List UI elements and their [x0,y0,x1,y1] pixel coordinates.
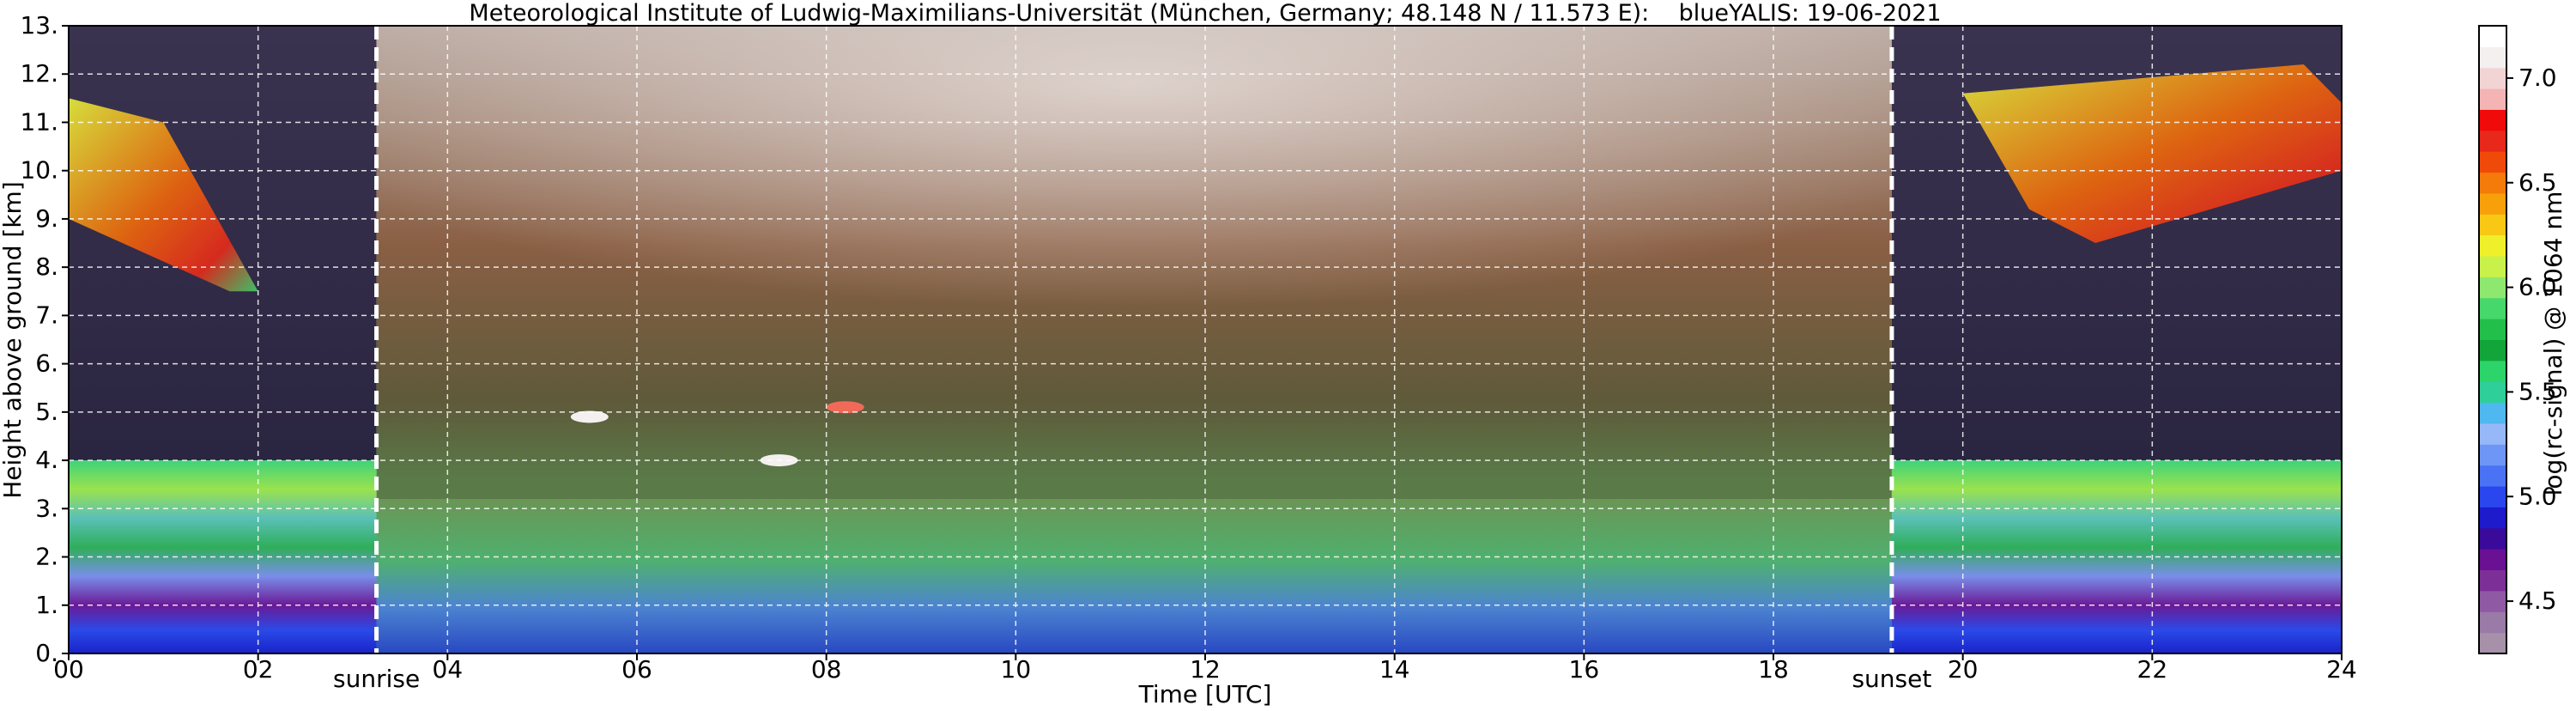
x-tick-label: 06 [621,655,652,684]
colorbar-segment [2479,88,2506,110]
x-tick-label: 14 [1379,655,1410,684]
colorbar-segment [2479,214,2506,236]
colorbar-tick-label: 4.5 [2518,586,2557,615]
colorbar-segment [2479,339,2506,362]
y-tick-label: 4. [35,446,58,474]
colorbar-segment [2479,569,2506,592]
x-tick-label: 16 [1569,655,1600,684]
colorbar-segment [2479,549,2506,571]
colorbar-segment [2479,422,2506,445]
colorbar-segment [2479,486,2506,507]
x-tick-label: 24 [2326,655,2357,684]
y-tick-label: 12. [20,59,58,88]
sun-markers: sunrise sunset [333,26,1931,693]
y-tick-label: 9. [35,204,58,233]
colorbar-segment [2479,402,2506,424]
low-cloud [570,410,609,423]
colorbar-segment [2479,130,2506,152]
colorbar-frame [2478,25,2507,654]
x-tick-label: 00 [53,655,84,684]
colorbar-segment [2479,381,2506,404]
x-axis-label: Time [UTC] [1138,680,1272,708]
x-axis-ticks: 00 02 04 06 08 10 12 14 16 18 20 22 24 [53,653,2357,684]
x-tick-label: 04 [433,655,464,684]
sunset-label: sunset [1852,665,1931,693]
colorbar-segment [2479,527,2506,550]
low-cloud [826,401,864,414]
y-tick-label: 13. [20,11,58,40]
colorbar-segment [2479,611,2506,634]
grid-lines [69,26,2342,653]
colorbar-segment [2479,172,2506,194]
x-tick-label: 10 [1001,655,1032,684]
colorbar-segment [2479,360,2506,382]
y-tick-label: 6. [35,349,58,378]
colorbar-segment [2479,26,2506,47]
chart-title: Meteorological Institute of Ludwig-Maxim… [469,0,1941,27]
x-tick-label: 18 [1758,655,1789,684]
colorbar-segment [2479,319,2506,340]
y-tick-label: 3. [35,494,58,522]
colorbar-segment [2479,507,2506,529]
colorbar-segment [2479,590,2506,612]
y-tick-label: 2. [35,543,58,571]
y-tick-label: 8. [35,252,58,281]
colorbar-tick-label: 6.0 [2518,273,2557,301]
colorbar-segment [2479,256,2506,277]
colorbar-segment [2479,276,2506,299]
colorbar-segment [2479,632,2506,654]
x-tick-label: 20 [1948,655,1979,684]
x-tick-label: 12 [1190,655,1221,684]
colorbar-segment [2479,109,2506,131]
x-tick-label: 02 [243,655,274,684]
cirrus-morning [69,98,258,292]
colorbar-segment [2479,192,2506,215]
boundary-layer-day [376,499,1892,653]
colorbar-segment [2479,234,2506,257]
colorbar-tick-label: 5.0 [2518,482,2557,510]
colorbar-segment [2479,465,2506,487]
x-tick-label: 08 [811,655,842,684]
sunrise-label: sunrise [333,665,420,693]
colorbar-label: log(rc-signal) @ 1064 nm [2539,191,2567,496]
colorbar: 4.5 5.0 5.5 6.0 6.5 7.0 [2478,25,2557,654]
y-tick-label: 11. [20,107,58,136]
y-tick-label: 7. [35,301,58,329]
colorbar-segment [2479,67,2506,89]
colorbar-tick-label: 6.5 [2518,168,2557,197]
cirrus-evening [1962,64,2342,244]
colorbar-segment [2479,444,2506,466]
y-tick-label: 0. [35,639,58,667]
y-tick-label: 5. [35,398,58,426]
y-tick-label: 1. [35,591,58,619]
x-tick-label: 22 [2137,655,2168,684]
y-axis-label: Height above ground [km] [0,181,27,499]
colorbar-segment [2479,46,2506,69]
colorbar-segment [2479,297,2506,319]
y-axis-ticks: 0. 1. 2. 3. 4. 5. 6. 7. 8. 9. 10. 11. 12. 13. [20,11,69,667]
colorbar-segment [2479,151,2506,173]
y-tick-label: 10. [20,156,58,185]
daytime-noise-glow [376,26,1892,403]
colorbar-tick-label: 5.5 [2518,377,2557,405]
colorbar-tick-label: 7.0 [2518,64,2557,92]
